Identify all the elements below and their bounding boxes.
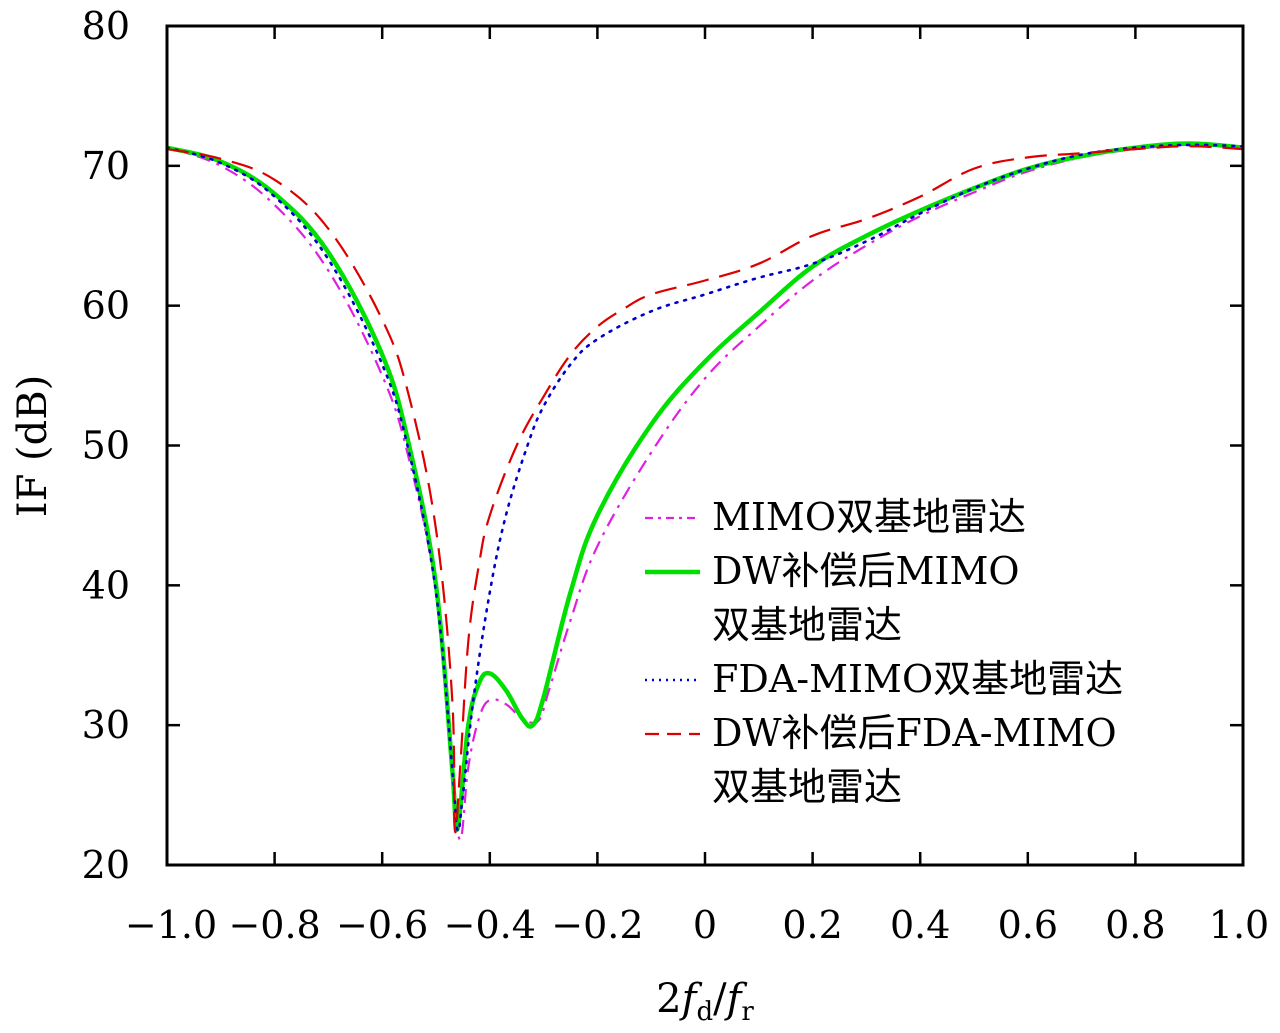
x-axis-title-slash: / xyxy=(713,976,727,1022)
y-tick-labels: 20 30 40 50 60 70 80 xyxy=(82,4,130,887)
x-axis-title-sub2: r xyxy=(741,997,754,1027)
y-tick-label: 40 xyxy=(82,563,130,607)
x-tick-label: −0.4 xyxy=(444,903,536,947)
series-line-1 xyxy=(166,141,1244,833)
x-axis-title-sub1: d xyxy=(696,997,713,1027)
legend-label: MIMO双基地雷达 xyxy=(712,495,1026,539)
x-tick-label: 0.8 xyxy=(1105,903,1165,947)
y-tick-label: 30 xyxy=(82,703,130,747)
y-axis-title: IF (dB) xyxy=(10,375,56,517)
y-tick-label: 60 xyxy=(82,284,130,328)
legend-label: DW补偿后FDA-MIMO xyxy=(712,711,1117,755)
series-line-3 xyxy=(166,145,1244,834)
legend-label: FDA-MIMO双基地雷达 xyxy=(712,657,1123,701)
x-tick-label: −0.2 xyxy=(551,903,643,947)
x-tick-label: 0.4 xyxy=(890,903,950,947)
x-axis-title-lead: 2 xyxy=(656,976,681,1022)
legend-label: 双基地雷达 xyxy=(712,603,902,647)
x-tick-label: 1.0 xyxy=(1209,903,1269,947)
x-tick-label: −0.8 xyxy=(228,903,320,947)
y-tick-label: 20 xyxy=(82,843,130,887)
x-tick-label: −0.6 xyxy=(336,903,428,947)
plot-curves xyxy=(165,141,1245,841)
y-tick-label: 70 xyxy=(82,144,130,188)
x-tick-labels: −1.0 −0.8 −0.6 −0.4 −0.2 0 0.2 0.4 0.6 0.8 1.0 xyxy=(125,903,1269,947)
y-tick-label: 80 xyxy=(82,4,130,48)
legend-label: 双基地雷达 xyxy=(712,765,902,809)
x-axis-title: 2fd/fr xyxy=(656,976,754,1027)
x-tick-label: 0.2 xyxy=(782,903,842,947)
legend-label: DW补偿后MIMO xyxy=(712,549,1020,593)
x-tick-label: 0 xyxy=(693,903,717,947)
axis-ticks xyxy=(165,24,1245,867)
y-tick-label: 50 xyxy=(82,424,130,468)
x-tick-label: −1.0 xyxy=(125,903,217,947)
legend: MIMO双基地雷达 DW补偿后MIMO 双基地雷达 FDA-MIMO双基地雷达 DW补偿… xyxy=(645,495,1123,809)
x-tick-label: 0.6 xyxy=(998,903,1058,947)
